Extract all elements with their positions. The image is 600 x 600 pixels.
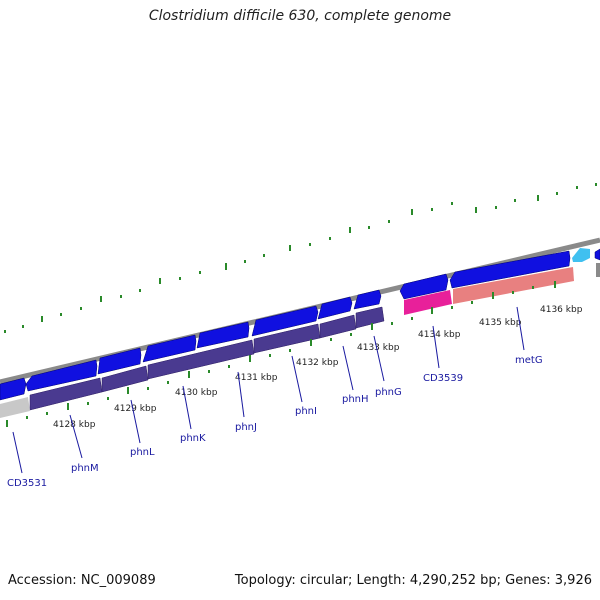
scale-label: 4128 kbp (53, 420, 96, 430)
gene-label-leaders (12, 306, 525, 474)
rna-secondary-feature[interactable] (453, 267, 574, 304)
gene-label-phng[interactable]: phnG (375, 387, 402, 398)
gene-label-phnk[interactable]: phnK (180, 433, 206, 444)
gene-label-phnl[interactable]: phnL (130, 447, 155, 458)
scale-label: 4134 kbp (418, 330, 461, 340)
scale-label: 4132 kbp (296, 358, 339, 368)
feature-track[interactable] (29, 306, 385, 411)
scale-label: 4136 kbp (540, 305, 583, 315)
scale-label: 4133 kbp (357, 343, 400, 353)
gene-label-phni[interactable]: phnI (295, 406, 317, 417)
gene-label-phnh[interactable]: phnH (342, 394, 369, 405)
topology-text: Topology: circular; Length: 4,290,252 bp… (234, 573, 592, 588)
scale-label: 4130 kbp (175, 388, 218, 398)
rna-feature[interactable] (404, 290, 452, 315)
inner-tick-row (6, 281, 556, 427)
gray-feature (0, 397, 30, 418)
outer-tick-row (4, 183, 597, 333)
forward-strand-genes[interactable] (0, 248, 600, 401)
gene-label-phnj[interactable]: phnJ (235, 422, 257, 433)
gene-fragment-gray (596, 263, 600, 277)
gene-label-cd3531[interactable]: CD3531 (7, 478, 47, 489)
scale-label: 4135 kbp (479, 318, 522, 328)
scale-label: 4131 kbp (235, 373, 278, 383)
scale-label: 4129 kbp (114, 404, 157, 414)
gene-label-phnm[interactable]: phnM (71, 463, 99, 474)
map-title: Clostridium difficile 630, complete geno… (148, 8, 452, 24)
accession-text: Accession: NC_009089 (8, 573, 156, 588)
small-gene-arrow[interactable] (572, 248, 590, 262)
gene-label-metg[interactable]: metG (515, 355, 543, 366)
gene-label-cd3539[interactable]: CD3539 (423, 373, 463, 384)
